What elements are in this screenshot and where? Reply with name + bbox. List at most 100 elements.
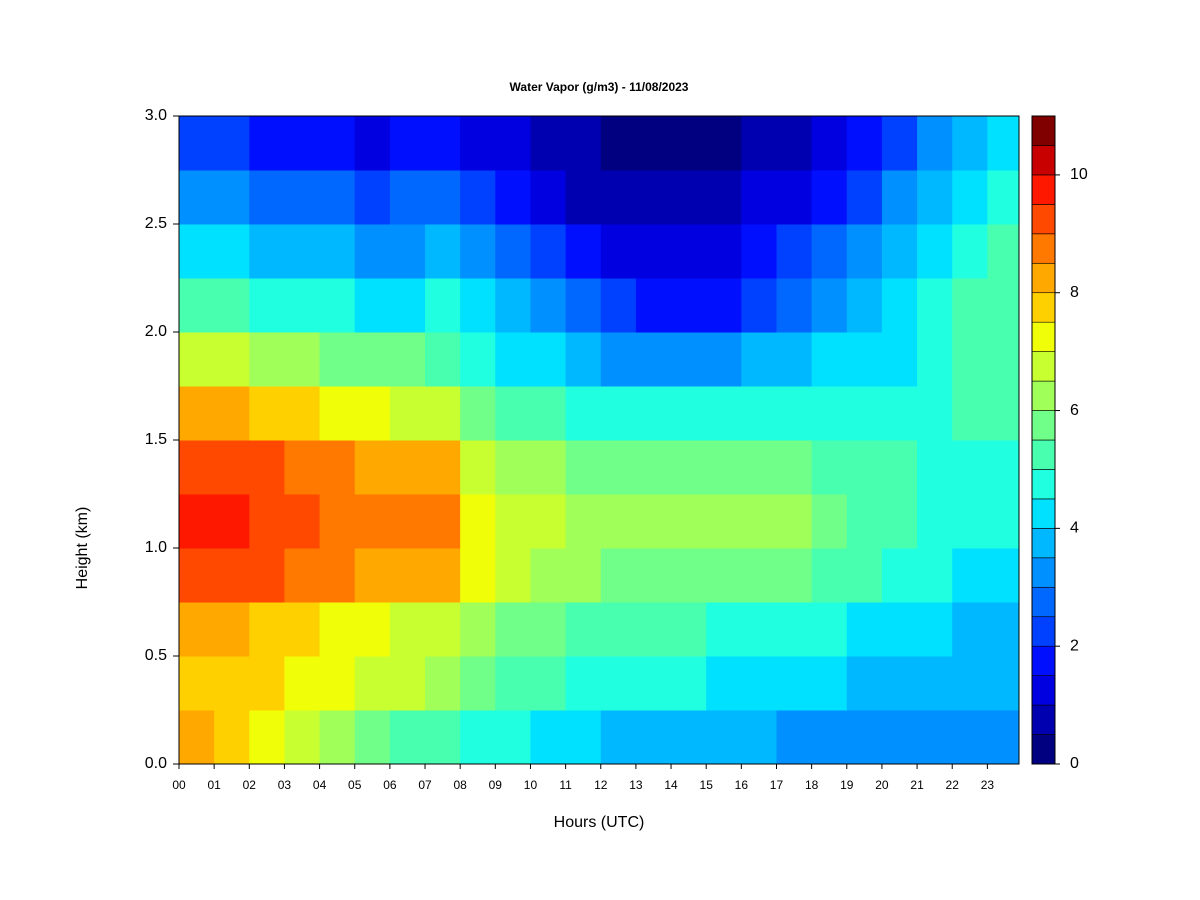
heatmap-cell [776,548,813,603]
x-tick-label: 17 [770,778,784,792]
heatmap-cell [530,332,567,387]
x-tick-label: 11 [559,778,572,792]
x-tick-label: 16 [735,778,749,792]
heatmap-cell [460,710,496,764]
heatmap-cell [741,170,777,225]
colorbar-band [1031,233,1056,264]
colorbar-tick-label: 0 [1070,755,1079,772]
heatmap-cell [460,224,496,279]
colorbar-band [1031,292,1056,323]
heatmap-cell [354,332,391,387]
heatmap-cell [354,386,391,441]
y-tick-label: 2.5 [145,215,167,232]
heatmap-cell [319,602,356,657]
y-axis-label: Height (km) [74,507,91,590]
heatmap-cell [741,224,777,279]
heatmap-cell [846,332,883,387]
heatmap-cell [987,548,1019,603]
heatmap-cell [741,548,777,603]
heatmap [179,116,1019,764]
heatmap-cell [952,224,988,279]
heatmap-cell [987,710,1019,764]
heatmap-cell [319,494,356,549]
heatmap-cell [460,278,496,333]
heatmap-cell [530,710,567,764]
heatmap-cell [952,278,988,333]
y-tick-label: 3.0 [145,107,167,124]
heatmap-cell [706,440,742,495]
heatmap-cell [530,386,567,441]
heatmap-cell [881,494,918,549]
colorbar-band [1031,174,1056,205]
y-tick-label: 1.0 [145,539,167,556]
x-tick-label: 10 [524,778,538,792]
heatmap-cell [952,440,988,495]
heatmap-cell [917,494,953,549]
heatmap-cell [741,332,777,387]
heatmap-cell [600,224,637,279]
heatmap-cell [214,278,250,333]
heatmap-cell [179,494,215,549]
heatmap-cell [811,710,848,764]
x-tick-label: 21 [910,778,924,792]
heatmap-cell [354,656,391,711]
heatmap-cell [495,656,531,711]
colorbar-band [1031,616,1056,647]
heatmap-cell [952,116,988,171]
heatmap-cell [671,548,707,603]
heatmap-cell [600,656,637,711]
heatmap-cell [495,278,531,333]
heatmap-cell [214,116,250,171]
heatmap-cell [249,710,285,764]
heatmap-cell [284,224,321,279]
heatmap-cell [776,710,813,764]
heatmap-cell [776,278,813,333]
heatmap-cell [987,116,1019,171]
heatmap-cell [425,332,461,387]
colorbar-tick-label: 8 [1070,284,1079,301]
colorbar-band [1031,115,1056,146]
heatmap-cell [249,494,285,549]
heatmap-cell [530,170,567,225]
heatmap-cell [776,332,813,387]
heatmap-cell [917,440,953,495]
heatmap-cell [671,278,707,333]
heatmap-cell [284,440,321,495]
heatmap-cell [776,224,813,279]
heatmap-cell [706,710,742,764]
heatmap-cell [214,440,250,495]
heatmap-cell [354,116,391,171]
y-tick-label: 2.0 [145,323,167,340]
heatmap-cell [249,386,285,441]
heatmap-cell [214,602,250,657]
heatmap-cell [179,386,215,441]
colorbar-band [1031,469,1056,500]
heatmap-cell [846,710,883,764]
x-tick-label: 05 [348,778,362,792]
heatmap-cell [179,656,215,711]
heatmap-cell [249,602,285,657]
heatmap-cell [917,710,953,764]
y-tick-label: 0.0 [145,755,167,772]
heatmap-cell [284,656,321,711]
heatmap-cell [284,710,321,764]
heatmap-cell [565,602,602,657]
heatmap-cell [741,656,777,711]
heatmap-cell [460,602,496,657]
heatmap-cell [741,116,777,171]
heatmap-cell [846,656,883,711]
chart-title: Water Vapor (g/m3) - 11/08/2023 [510,80,689,94]
heatmap-cell [354,710,391,764]
heatmap-cell [811,170,848,225]
heatmap-cell [214,332,250,387]
heatmap-cell [460,386,496,441]
heatmap-cell [917,656,953,711]
heatmap-cell [389,278,426,333]
heatmap-cell [249,548,285,603]
heatmap-cell [635,224,672,279]
heatmap-cell [671,602,707,657]
heatmap-cell [881,332,918,387]
heatmap-cell [319,548,356,603]
heatmap-cell [495,116,531,171]
x-tick-label: 15 [700,778,714,792]
